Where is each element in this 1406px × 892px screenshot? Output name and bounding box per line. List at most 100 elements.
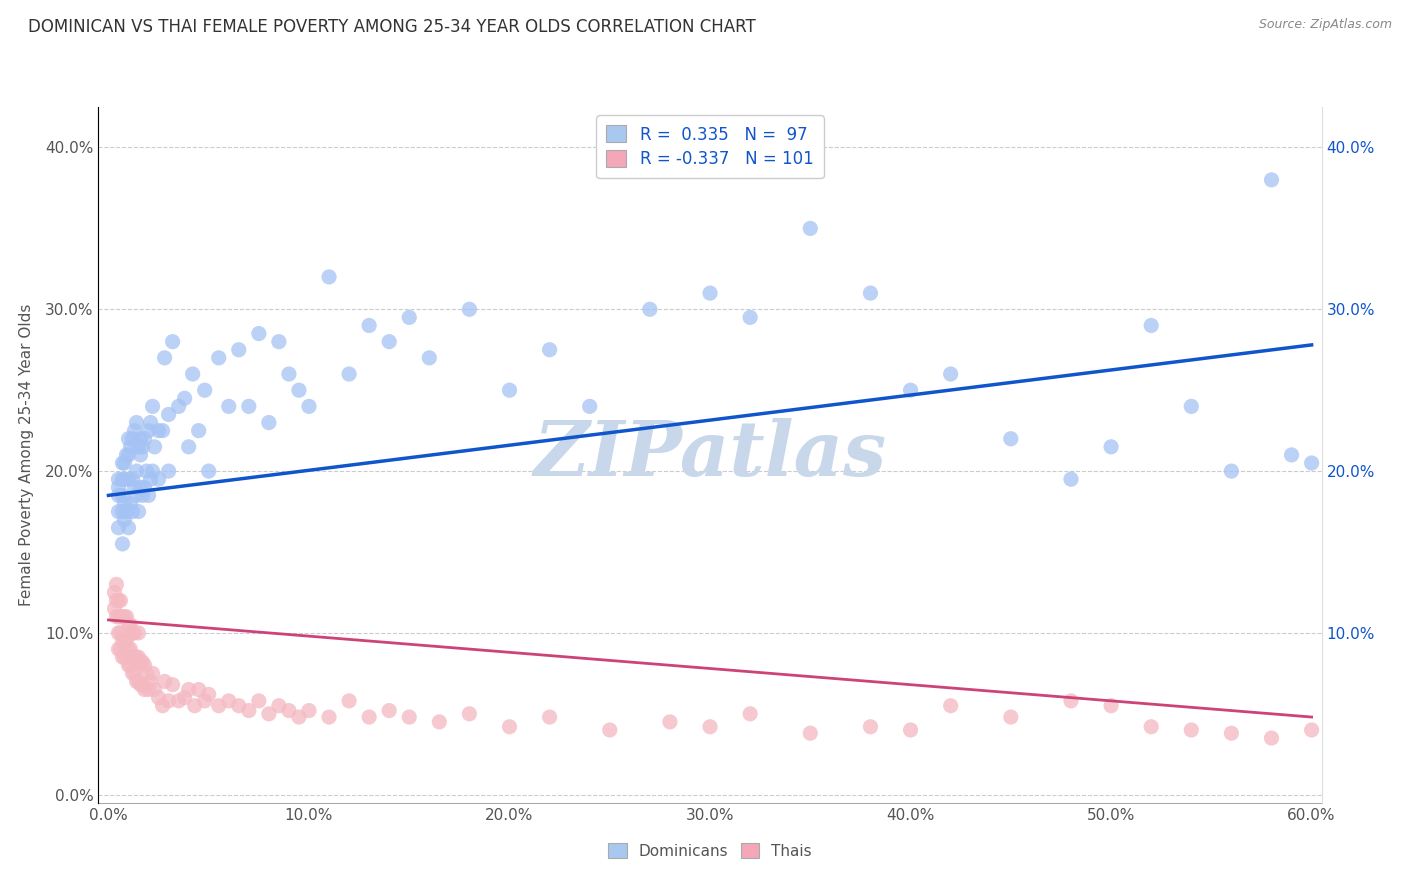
Point: [134, 658, 156, 673]
Point: [288, 710, 311, 724]
Point: [498, 720, 520, 734]
Point: [148, 472, 170, 486]
Point: [238, 400, 260, 414]
Point: [139, 674, 162, 689]
Point: [183, 698, 205, 713]
Point: [129, 655, 152, 669]
Point: [138, 424, 160, 438]
Point: [111, 634, 134, 648]
Point: [105, 593, 128, 607]
Point: [134, 480, 156, 494]
Point: [181, 367, 204, 381]
Point: [599, 723, 621, 737]
Point: [105, 577, 128, 591]
Point: [148, 424, 170, 438]
Point: [138, 488, 160, 502]
Point: [1220, 726, 1243, 740]
Point: [277, 704, 299, 718]
Point: [162, 678, 184, 692]
Point: [120, 496, 142, 510]
Point: [110, 642, 132, 657]
Point: [1099, 440, 1122, 454]
Point: [148, 690, 170, 705]
Point: [378, 704, 401, 718]
Point: [900, 383, 922, 397]
Point: [578, 400, 600, 414]
Point: [498, 383, 520, 397]
Point: [121, 626, 143, 640]
Point: [125, 488, 148, 502]
Point: [267, 698, 290, 713]
Point: [143, 682, 166, 697]
Point: [1060, 472, 1083, 486]
Point: [110, 626, 132, 640]
Point: [128, 504, 150, 518]
Point: [197, 464, 219, 478]
Point: [359, 318, 381, 333]
Point: [1340, 731, 1362, 745]
Point: [129, 678, 152, 692]
Point: [107, 642, 129, 657]
Point: [458, 706, 481, 721]
Point: [194, 383, 217, 397]
Point: [117, 658, 139, 673]
Legend: Dominicans, Thais: Dominicans, Thais: [602, 837, 818, 864]
Point: [1361, 739, 1384, 754]
Point: [131, 440, 153, 454]
Point: [128, 674, 150, 689]
Point: [157, 464, 180, 478]
Point: [267, 334, 290, 349]
Point: [120, 617, 142, 632]
Point: [111, 650, 134, 665]
Point: [120, 440, 142, 454]
Point: [131, 678, 153, 692]
Point: [124, 650, 146, 665]
Point: [238, 704, 260, 718]
Point: [142, 666, 165, 681]
Point: [124, 424, 146, 438]
Point: [115, 609, 138, 624]
Point: [298, 400, 321, 414]
Point: [1000, 710, 1022, 724]
Point: [187, 682, 209, 697]
Point: [277, 367, 299, 381]
Point: [107, 504, 129, 518]
Point: [859, 286, 882, 301]
Point: [152, 424, 174, 438]
Point: [111, 456, 134, 470]
Point: [134, 432, 156, 446]
Point: [111, 472, 134, 486]
Point: [110, 609, 132, 624]
Point: [218, 694, 240, 708]
Point: [740, 310, 762, 325]
Point: [107, 472, 129, 486]
Point: [111, 488, 134, 502]
Point: [1140, 318, 1163, 333]
Point: [142, 400, 165, 414]
Point: [107, 521, 129, 535]
Point: [337, 367, 360, 381]
Point: [318, 710, 340, 724]
Point: [117, 472, 139, 486]
Point: [120, 658, 142, 673]
Point: [117, 521, 139, 535]
Point: [699, 286, 721, 301]
Point: [125, 650, 148, 665]
Point: [115, 504, 138, 518]
Point: [247, 694, 270, 708]
Point: [139, 416, 162, 430]
Point: [134, 682, 156, 697]
Point: [117, 432, 139, 446]
Point: [121, 650, 143, 665]
Point: [173, 392, 195, 406]
Point: [128, 626, 150, 640]
Point: [128, 650, 150, 665]
Point: [638, 302, 661, 317]
Point: [114, 472, 136, 486]
Point: [378, 334, 401, 349]
Point: [131, 488, 153, 502]
Point: [114, 496, 136, 510]
Point: [257, 416, 280, 430]
Point: [218, 400, 240, 414]
Point: [458, 302, 481, 317]
